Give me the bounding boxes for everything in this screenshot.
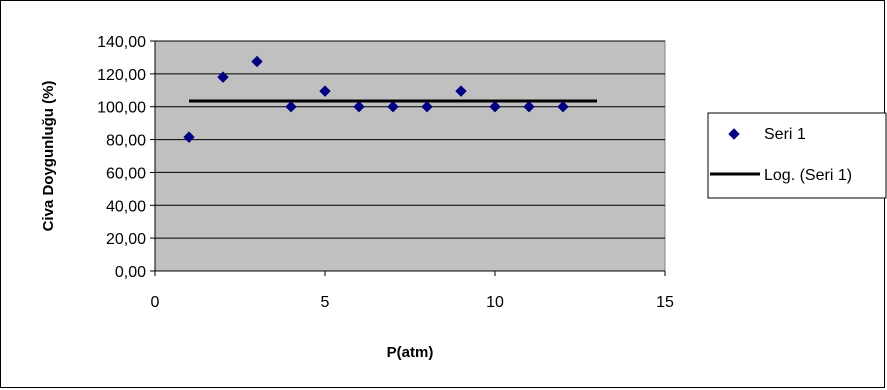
y-axis-title: Civa Doygunluğu (%) [40,81,57,232]
x-tick-label: 15 [656,294,674,311]
plot-area [155,41,665,271]
y-tick-label: 20,00 [106,231,146,248]
y-tick-label: 120,00 [97,67,146,84]
y-tick-label: 140,00 [97,34,146,51]
legend: Seri 1 Log. (Seri 1) [708,113,886,198]
x-tick-label: 0 [151,294,160,311]
y-tick-label: 0,00 [115,264,146,281]
legend-label-trendline: Log. (Seri 1) [764,167,852,184]
x-tick-label: 10 [486,294,504,311]
x-axis-title: P(atm) [387,344,434,361]
legend-label-series-1: Seri 1 [764,126,806,143]
y-tick-label: 40,00 [106,198,146,215]
y-tick-label: 80,00 [106,133,146,150]
y-tick-label: 100,00 [97,100,146,117]
x-tick-label: 5 [321,294,330,311]
y-tick-label: 60,00 [106,165,146,182]
